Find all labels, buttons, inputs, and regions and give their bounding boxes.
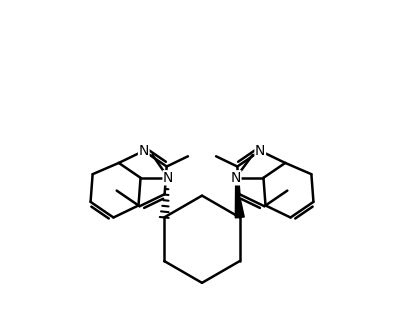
Text: N: N (139, 144, 149, 158)
Text: N: N (255, 144, 265, 158)
Polygon shape (235, 178, 244, 218)
Text: N: N (163, 171, 173, 185)
Text: N: N (230, 171, 241, 185)
